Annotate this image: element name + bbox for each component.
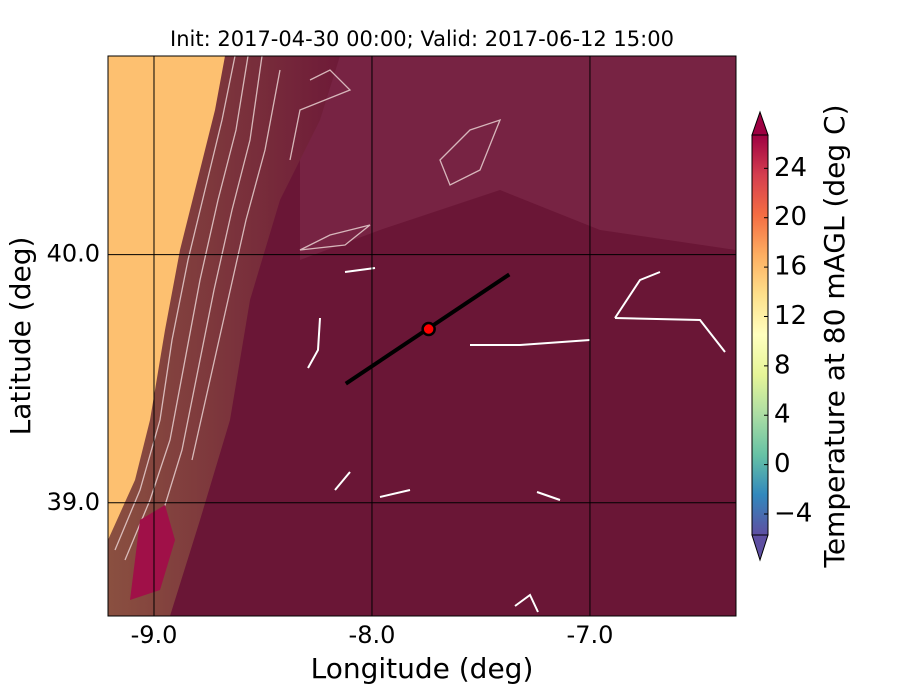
y-tick-label: 39.0 bbox=[47, 488, 100, 516]
y-axis-label: Latitude (deg) bbox=[4, 237, 37, 436]
x-tick-label: -8.0 bbox=[349, 621, 396, 649]
colorbar-extend-top bbox=[751, 110, 769, 136]
colorbar-label: Temperature at 80 mAGL (deg C) bbox=[818, 104, 851, 568]
colorbar-tick-label: 12 bbox=[774, 301, 807, 331]
colorbar-tick-label: 24 bbox=[774, 153, 807, 183]
y-tick-label: 40.0 bbox=[47, 240, 100, 268]
colorbar-extend-bottom bbox=[751, 534, 769, 562]
x-axis-label: Longitude (deg) bbox=[311, 652, 534, 685]
location-point bbox=[421, 321, 436, 337]
colorbar-tick-label: 0 bbox=[774, 449, 791, 479]
colorbar-tick-label: 20 bbox=[774, 202, 807, 232]
x-tick-label: -7.0 bbox=[567, 621, 614, 649]
map-frame bbox=[107, 55, 737, 617]
colorbar-tick-label: 16 bbox=[774, 252, 807, 282]
colorbar-tick-label: −4 bbox=[774, 499, 812, 529]
terrain bbox=[108, 56, 736, 616]
colorbar-tick-label: 8 bbox=[774, 350, 791, 380]
colorbar bbox=[751, 134, 769, 536]
x-tick-label: -9.0 bbox=[131, 621, 178, 649]
colorbar-tick-label: 4 bbox=[774, 400, 791, 430]
chart-title: Init: 2017-04-30 00:00; Valid: 2017-06-1… bbox=[170, 27, 674, 51]
